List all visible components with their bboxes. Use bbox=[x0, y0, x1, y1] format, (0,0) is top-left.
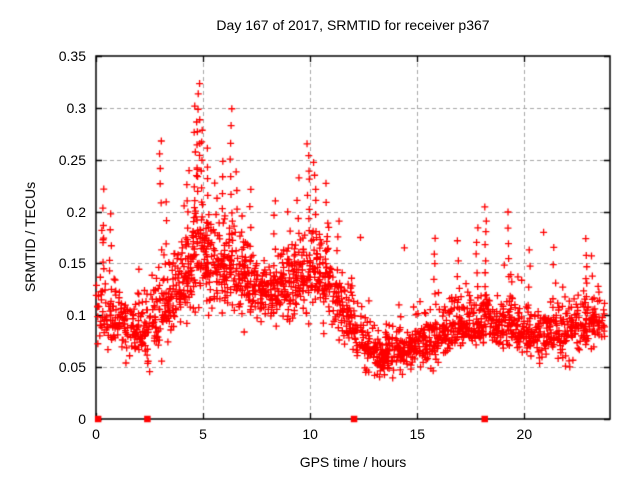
y-tick-label: 0.2 bbox=[66, 203, 86, 220]
x-tick-label: 15 bbox=[409, 426, 426, 442]
chart-title: Day 167 of 2017, SRMTID for receiver p36… bbox=[216, 17, 490, 33]
y-tick-label: 0.15 bbox=[58, 255, 86, 272]
x-tick-label: 0 bbox=[92, 426, 100, 442]
x-axis-label: GPS time / hours bbox=[299, 454, 407, 470]
y-tick-label: 0 bbox=[78, 411, 86, 427]
y-tick-label: 0.05 bbox=[58, 359, 86, 376]
x-tick-label: 5 bbox=[199, 426, 207, 442]
y-tick-label: 0.25 bbox=[58, 151, 86, 168]
x-tick-label: 20 bbox=[516, 426, 533, 442]
x-tick-label: 10 bbox=[302, 426, 318, 442]
y-tick-label: 0.3 bbox=[66, 99, 86, 116]
y-tick-label: 0.1 bbox=[66, 307, 86, 324]
y-tick-label: 0.35 bbox=[58, 48, 86, 64]
y-axis-label: SRMTID / TECUs bbox=[22, 181, 38, 293]
